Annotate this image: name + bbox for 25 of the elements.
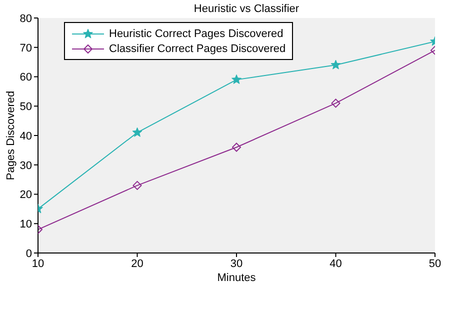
x-tick-label: 40 xyxy=(330,258,342,270)
x-tick-label: 50 xyxy=(428,258,442,270)
y-tick-label: 20 xyxy=(20,189,32,202)
legend-label: Classifier Correct Pages Discovered xyxy=(109,42,286,54)
chart-title: Heuristic vs Classifier xyxy=(192,3,300,15)
y-tick-label: 50 xyxy=(20,101,32,114)
y-tick-label: 30 xyxy=(20,160,32,172)
y-tick-label: 40 xyxy=(20,130,32,142)
point xyxy=(132,127,142,137)
point xyxy=(231,74,242,84)
x-tick-label: 20 xyxy=(131,258,144,270)
y-tick-label: 10 xyxy=(20,218,32,231)
y-tick-label: 70 xyxy=(20,42,32,54)
point xyxy=(132,180,142,190)
y-tick-label: 80 xyxy=(20,12,32,25)
y-axis-title: Pages Discovered xyxy=(4,90,17,180)
point xyxy=(331,98,340,108)
x-tick-label: 10 xyxy=(32,258,44,270)
legend-label: Heuristic Correct Pages Discovered xyxy=(109,28,284,40)
y-tick-label: 60 xyxy=(20,72,32,84)
x-axis-title: Minutes xyxy=(217,272,256,284)
point xyxy=(232,142,241,152)
x-tick-label: 30 xyxy=(230,258,243,270)
point xyxy=(330,60,341,70)
y-tick-label: 0 xyxy=(26,248,32,260)
